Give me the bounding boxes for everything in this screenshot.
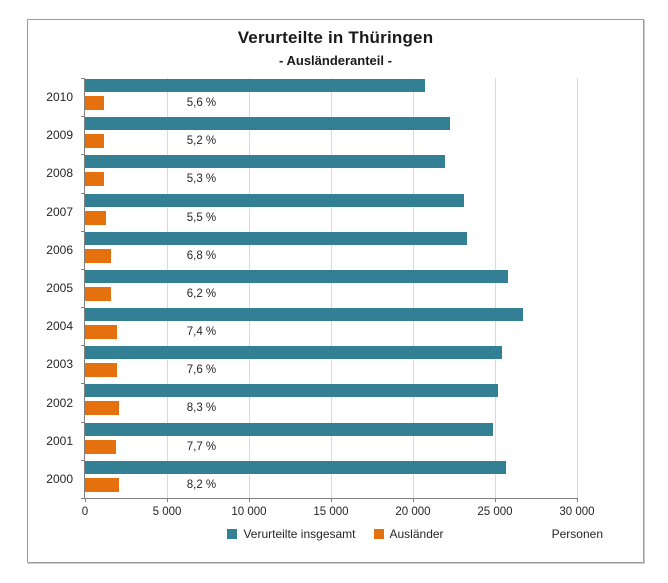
bar-row-2005: 2005 6,2 % [46, 269, 577, 307]
y-axis-tick [81, 459, 85, 461]
bar-row-2010: 2010 5,6 % [46, 78, 577, 116]
bar-row-2007: 2007 5,5 % [46, 193, 577, 231]
y-axis-category-label: 2008 [46, 166, 73, 181]
gridline-15000 [331, 78, 332, 498]
x-axis-unit-label: Personen [551, 527, 603, 541]
gridline-5000 [167, 78, 168, 498]
percent-label-2002: 8,3 % [186, 402, 217, 415]
bar-subset-2006 [85, 248, 111, 263]
gridline-20000 [413, 78, 414, 498]
bar-total-2006 [85, 231, 468, 245]
bar-subset-2003 [85, 363, 117, 378]
percent-label-2009: 5,2 % [186, 135, 217, 148]
bar-total-2005 [85, 269, 509, 283]
bar-row-2009: 2009 5,2 % [46, 116, 577, 154]
y-axis-tick [81, 268, 85, 270]
x-axis-tick [577, 498, 578, 502]
bar-subset-2007 [85, 210, 106, 225]
gridline-30000 [577, 78, 578, 498]
bar-total-2002 [85, 384, 499, 398]
percent-label-2004: 7,4 % [186, 326, 217, 339]
y-axis-tick [81, 421, 85, 423]
bar-row-2008: 2008 5,3 % [46, 154, 577, 192]
legend-item-total: Verurteilte insgesamt [227, 527, 356, 541]
chart-legend: Verurteilte insgesamt Ausländer [28, 527, 643, 541]
y-axis-tick [81, 230, 85, 232]
bar-total-2000 [85, 460, 506, 474]
bar-row-2001: 2001 7,7 % [46, 422, 577, 460]
x-axis-tick [85, 498, 86, 502]
x-axis-tick-label: 30 000 [559, 506, 595, 518]
x-axis-tick [495, 498, 496, 502]
percent-label-2003: 7,6 % [186, 364, 217, 377]
x-axis-tick-label: 25 000 [477, 506, 513, 518]
y-axis-category-label: 2007 [46, 204, 73, 219]
percent-label-2005: 6,2 % [186, 287, 217, 300]
bar-row-2000: 2000 8,2 % [46, 460, 577, 498]
y-axis-category-label: 2001 [46, 433, 73, 448]
x-axis-tick-label: 20 000 [395, 506, 431, 518]
legend-swatch-icon [227, 529, 238, 539]
bar-row-2002: 2002 8,3 % [46, 383, 577, 421]
percent-label-2010: 5,6 % [186, 97, 217, 109]
percent-label-2006: 6,8 % [186, 249, 217, 262]
bar-subset-2002 [85, 401, 120, 416]
x-axis-tick-label: 15 000 [313, 506, 349, 518]
gridline-10000 [249, 78, 250, 498]
y-axis-tick [81, 192, 85, 194]
bar-subset-2010 [85, 96, 105, 110]
legend-label: Verurteilte insgesamt [243, 527, 356, 541]
x-axis-tick [249, 498, 250, 502]
percent-label-2008: 5,3 % [186, 173, 217, 186]
legend-item-subset: Ausländer [373, 527, 444, 541]
bar-total-2001 [85, 422, 493, 436]
bar-subset-2005 [85, 286, 112, 301]
x-axis-tick [331, 498, 332, 502]
chart-title: Verurteilte in Thüringen [237, 28, 434, 47]
x-axis-tick [167, 498, 168, 502]
bar-row-2003: 2003 7,6 % [46, 345, 577, 383]
bar-row-2004: 2004 7,4 % [46, 307, 577, 345]
bar-subset-2000 [85, 477, 120, 492]
y-axis-category-label: 2003 [46, 357, 73, 372]
y-axis-tick [81, 498, 85, 499]
bar-total-2008 [85, 155, 445, 169]
bar-total-2004 [85, 308, 523, 322]
legend-label: Ausländer [389, 527, 444, 541]
bar-subset-2008 [85, 172, 105, 187]
legend-swatch-icon [373, 529, 384, 539]
y-axis-category-label: 2005 [46, 280, 73, 295]
y-axis-category-label: 2000 [46, 471, 73, 486]
bar-row-2006: 2006 6,8 % [46, 231, 577, 269]
y-axis-tick [81, 78, 85, 79]
bar-subset-2009 [85, 134, 105, 149]
x-axis-tick-label: 5 000 [152, 506, 182, 518]
x-axis-tick-label: 10 000 [231, 506, 267, 518]
y-axis-category-label: 2010 [46, 90, 73, 105]
percent-label-2000: 8,2 % [186, 478, 217, 491]
chart-subtitle: - Ausländeranteil - [279, 53, 392, 68]
bar-total-2003 [85, 346, 503, 360]
x-axis-tick-label: 0 [81, 506, 89, 518]
bar-subset-2001 [85, 439, 117, 454]
y-axis-category-label: 2009 [46, 128, 73, 143]
bar-subset-2004 [85, 325, 118, 340]
plot-area: 0 5 000 10 000 15 000 20 000 25 000 30 000 2010… [46, 78, 595, 518]
y-axis-tick [81, 345, 85, 347]
gridline-25000 [495, 78, 496, 498]
chart-frame: Verurteilte in Thüringen - Ausländerante… [27, 19, 644, 563]
bar-total-2010 [85, 79, 426, 92]
percent-label-2001: 7,7 % [186, 440, 217, 453]
percent-label-2007: 5,5 % [186, 211, 217, 224]
y-axis-tick [81, 307, 85, 309]
y-axis-tick [81, 116, 85, 118]
y-axis-tick [81, 383, 85, 385]
y-axis-category-label: 2004 [46, 319, 73, 334]
y-axis-category-label: 2006 [46, 242, 73, 257]
x-axis-tick [413, 498, 414, 502]
bar-total-2007 [85, 193, 464, 207]
bar-total-2009 [85, 117, 450, 131]
y-axis-tick [81, 154, 85, 156]
y-axis-category-label: 2002 [46, 395, 73, 410]
